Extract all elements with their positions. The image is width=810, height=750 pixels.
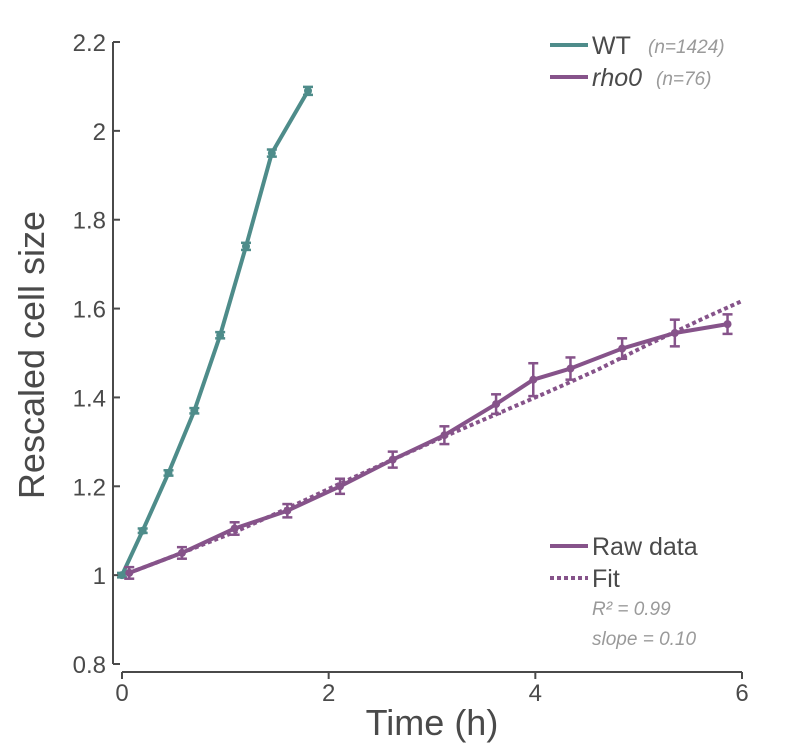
y-tick-label: 1 bbox=[93, 563, 106, 590]
x-tick-label: 0 bbox=[115, 680, 128, 707]
x-axis-title: Time (h) bbox=[366, 702, 499, 743]
series-wt-point bbox=[242, 242, 250, 251]
series-rho0-point bbox=[566, 364, 575, 373]
series-rho0-point bbox=[492, 400, 501, 409]
series-rho0-point bbox=[723, 320, 732, 329]
series-wt-point bbox=[138, 526, 147, 535]
stat-slope: slope = 0.10 bbox=[592, 629, 696, 650]
series-rho0-point bbox=[670, 329, 679, 338]
series-rho0-point bbox=[283, 506, 292, 515]
series-rho0-point bbox=[388, 455, 397, 464]
series-rho0-point bbox=[440, 431, 449, 440]
series-rho0-point bbox=[177, 548, 186, 557]
y-tick-label: 0.8 bbox=[73, 652, 106, 679]
series-wt-point bbox=[304, 86, 312, 95]
legend-wt-n: (n=1424) bbox=[648, 37, 725, 58]
legend-rho0-n: (n=76) bbox=[656, 69, 711, 90]
legend-rho0-label: rho0 bbox=[592, 64, 642, 92]
series-rho0-point bbox=[125, 568, 134, 577]
legend-top: WT (n=1424) rho0 (n=76) bbox=[550, 32, 725, 92]
series-layer bbox=[117, 85, 743, 580]
stat-r2: R² = 0.99 bbox=[592, 599, 671, 620]
y-tick-label: 1.8 bbox=[73, 208, 106, 235]
legend-raw-label: Raw data bbox=[592, 533, 698, 561]
y-tick-label: 2.2 bbox=[73, 30, 106, 57]
series-wt-point bbox=[118, 571, 126, 580]
series-wt-point bbox=[216, 331, 225, 340]
legend-bottom: Raw data Fit R² = 0.99 slope = 0.10 bbox=[550, 533, 698, 650]
series-wt-point bbox=[190, 406, 199, 415]
y-tick-label: 1.4 bbox=[73, 385, 106, 412]
legend-fit-label: Fit bbox=[592, 565, 620, 593]
series-rho0-point bbox=[336, 482, 345, 491]
series-wt-point bbox=[267, 149, 276, 158]
y-tick-label: 1.6 bbox=[73, 297, 106, 324]
x-tick-label: 6 bbox=[735, 680, 748, 707]
series-rho0-point bbox=[529, 375, 538, 384]
series-rho0-point bbox=[618, 344, 627, 353]
y-tick-label: 2 bbox=[93, 119, 106, 146]
series-wt-point bbox=[164, 468, 173, 477]
x-tick-label: 2 bbox=[322, 680, 335, 707]
y-axis-title: Rescaled cell size bbox=[11, 211, 52, 499]
series-rho0-point bbox=[230, 524, 239, 533]
y-tick-label: 1.2 bbox=[73, 474, 106, 501]
x-tick-label: 4 bbox=[529, 680, 542, 707]
axes: 0.8 1 1.2 1.4 1.6 1.8 2 2.2 0 2 4 6 bbox=[73, 30, 749, 707]
series-wt-line bbox=[120, 89, 310, 576]
legend-wt-label: WT bbox=[592, 32, 631, 60]
